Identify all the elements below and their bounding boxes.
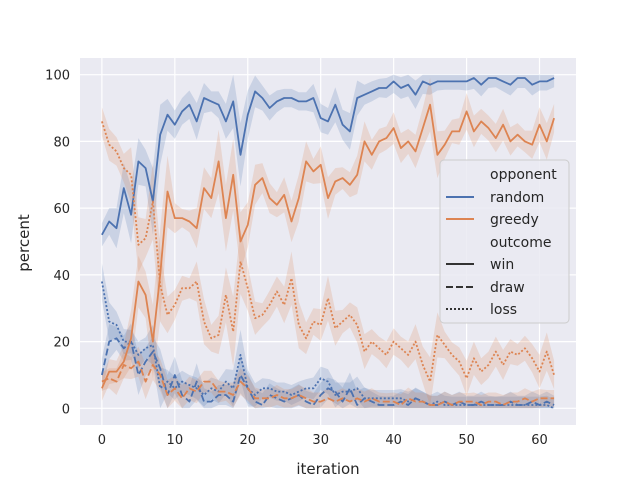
legend-label-loss: loss bbox=[490, 302, 517, 318]
y-tick-label: 80 bbox=[53, 135, 70, 150]
band-random-draw bbox=[101, 323, 555, 409]
line-random-loss bbox=[101, 281, 555, 410]
band-random-loss bbox=[101, 263, 555, 409]
legend-label-win: win bbox=[490, 257, 514, 273]
x-tick-label: 0 bbox=[98, 433, 106, 448]
y-tick-label: 100 bbox=[45, 69, 70, 84]
band-greedy-draw bbox=[101, 346, 555, 409]
y-tick-label: 0 bbox=[62, 402, 70, 417]
band-random-win bbox=[101, 74, 555, 249]
legend-label-draw: draw bbox=[490, 280, 525, 296]
y-axis-label: percent bbox=[15, 214, 33, 272]
legend-title-opponent: opponent bbox=[490, 167, 557, 183]
line-random-draw bbox=[101, 337, 555, 406]
legend-title-outcome: outcome bbox=[490, 235, 551, 251]
x-tick-label: 20 bbox=[239, 433, 256, 448]
line-greedy-win bbox=[101, 103, 555, 389]
line-greedy-draw bbox=[101, 360, 555, 406]
series-lines bbox=[101, 77, 555, 410]
x-tick-label: 50 bbox=[458, 433, 475, 448]
line-greedy-loss bbox=[101, 121, 555, 383]
x-tick-label: 40 bbox=[385, 433, 402, 448]
band-greedy-win bbox=[101, 78, 555, 401]
y-tick-label: 40 bbox=[53, 269, 70, 284]
confidence-bands bbox=[101, 74, 555, 409]
legend: opponent random greedy outcome win draw … bbox=[439, 159, 570, 324]
legend-label-random: random bbox=[490, 190, 544, 206]
x-tick-label: 60 bbox=[531, 433, 548, 448]
legend-box bbox=[439, 159, 570, 324]
legend-label-greedy: greedy bbox=[490, 212, 539, 228]
x-tick-label: 10 bbox=[167, 433, 184, 448]
y-tick-label: 60 bbox=[53, 202, 70, 217]
band-greedy-loss bbox=[101, 107, 555, 406]
x-tick-label: 30 bbox=[312, 433, 329, 448]
x-axis-label: iteration bbox=[296, 460, 359, 478]
y-axis-ticks: 0 20 40 60 80 100 bbox=[45, 69, 70, 418]
x-axis-ticks: 0 10 20 30 40 50 60 bbox=[98, 433, 548, 448]
y-tick-label: 20 bbox=[53, 336, 70, 351]
line-random-win bbox=[101, 77, 555, 236]
